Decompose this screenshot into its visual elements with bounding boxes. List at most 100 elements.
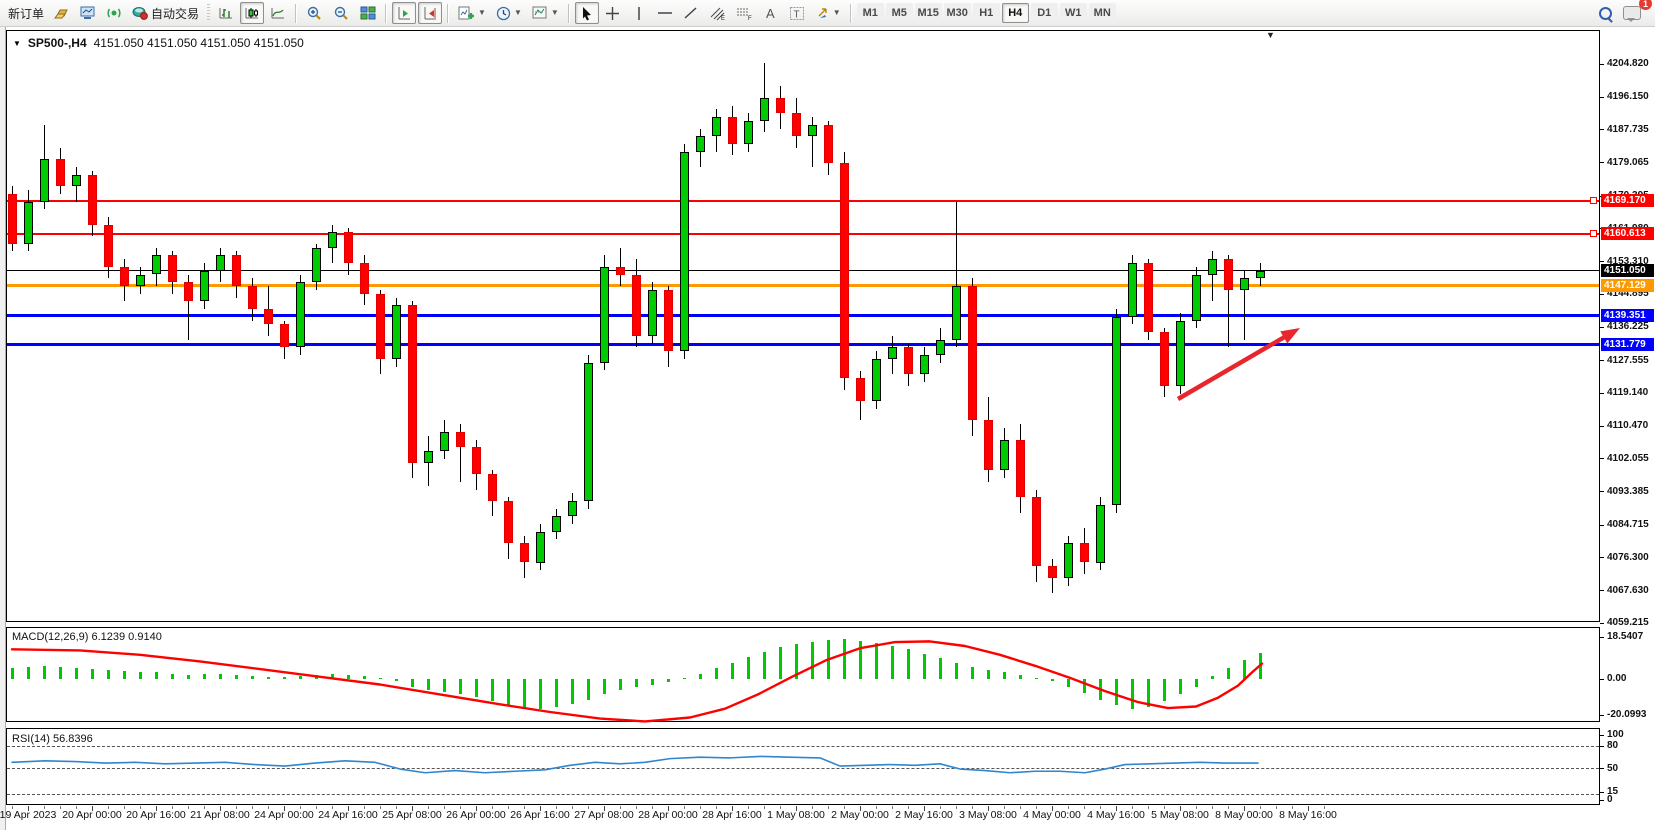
line-chart-button[interactable] [266, 2, 290, 24]
time-tick-minor [268, 806, 269, 809]
candle-body-down [791, 113, 801, 137]
horizontal-line-button[interactable] [653, 2, 677, 24]
macd-histogram-bar [362, 675, 366, 679]
price-level-line[interactable] [7, 313, 1599, 317]
price-level-line[interactable] [7, 232, 1599, 235]
trendline-button[interactable] [679, 2, 703, 24]
time-axis-label: 5 May 08:00 [1151, 809, 1209, 821]
time-tick-minor [1180, 806, 1181, 809]
macd-histogram-bar [26, 666, 30, 679]
dropdown-caret-icon: ▼ [550, 8, 559, 17]
fibonacci-button[interactable]: F [732, 2, 757, 24]
time-tick-minor [1212, 806, 1213, 809]
price-tick-label: 4136.225 [1607, 321, 1649, 333]
time-tick-minor [1100, 806, 1101, 809]
rsi-level-line [7, 746, 1599, 747]
auto-scroll-button[interactable] [392, 2, 417, 24]
time-tick-minor [748, 806, 749, 809]
window-left-edge [0, 27, 6, 830]
time-tick-minor [828, 806, 829, 809]
crosshair-button[interactable] [601, 2, 625, 24]
line-endpoint-handle[interactable] [1590, 230, 1597, 238]
timeframe-m1-button[interactable]: M1 [856, 3, 884, 23]
bars-chart-icon [218, 6, 234, 20]
candle-body-down [983, 420, 993, 471]
candles-chart-button[interactable] [240, 2, 265, 24]
horizontal-line-icon [657, 6, 673, 20]
candle-body-down [839, 163, 849, 379]
macd-histogram-bar [970, 666, 974, 679]
text-button[interactable]: A [759, 2, 783, 24]
rsi-tick-label: 80 [1607, 740, 1619, 751]
templates-button[interactable]: ▼ [528, 2, 563, 24]
candle-body-down [231, 255, 241, 287]
timeframe-w1-button[interactable]: W1 [1059, 3, 1087, 23]
candle-wick [1227, 255, 1229, 348]
time-tick-minor [220, 806, 221, 809]
candle-body-up [695, 136, 705, 152]
price-level-line[interactable] [7, 199, 1599, 202]
signals-button[interactable] [102, 2, 126, 24]
cursor-button[interactable] [574, 2, 599, 24]
gold-chart-button[interactable] [50, 2, 74, 24]
candle-body-up [599, 266, 609, 363]
time-tick-minor [316, 806, 317, 809]
macd-histogram-bar [842, 638, 846, 679]
periods-button[interactable]: ▼ [492, 2, 526, 24]
macd-histogram-bar [442, 679, 446, 693]
zoom-in-button[interactable] [302, 2, 327, 24]
price-tick-mark [1600, 293, 1604, 295]
price-level-line[interactable] [7, 342, 1599, 346]
time-tick-minor [92, 806, 93, 809]
time-tick-minor [1260, 806, 1261, 809]
price-level-line[interactable] [7, 284, 1599, 288]
macd-tick-mark [1600, 636, 1604, 638]
time-axis-label: 20 Apr 00:00 [62, 809, 122, 821]
macd-histogram-bar [618, 679, 622, 690]
search-button[interactable] [1593, 2, 1617, 24]
candle-body-down [727, 117, 737, 144]
candle-body-up [71, 174, 81, 187]
equidistant-channel-button[interactable]: E [705, 2, 730, 24]
text-label-button[interactable]: T [785, 2, 809, 24]
notifications-button[interactable]: 1 [1619, 0, 1652, 24]
zoom-out-button[interactable] [329, 2, 354, 24]
timeframe-h4-button[interactable]: H4 [1001, 3, 1029, 23]
candle-body-up [647, 289, 657, 336]
candle-body-up [1239, 278, 1249, 290]
timeframe-h1-button[interactable]: H1 [972, 3, 1000, 23]
timeframe-mn-button[interactable]: MN [1088, 3, 1116, 23]
line-endpoint-handle[interactable] [1590, 197, 1597, 205]
bars-chart-button[interactable] [214, 2, 238, 24]
timeframe-d1-button[interactable]: D1 [1030, 3, 1058, 23]
time-tick-minor [204, 806, 205, 809]
chart-shift-marker[interactable]: ▼ [1266, 30, 1275, 40]
new-order-button[interactable]: 新订单 [4, 2, 48, 24]
macd-histogram-bar [266, 676, 270, 679]
price-level-line[interactable] [7, 269, 1599, 271]
timeframe-m30-button[interactable]: M30 [943, 3, 971, 23]
auto-trading-button[interactable]: 自动交易 [128, 2, 203, 24]
arrows-button[interactable]: ▼ [811, 2, 845, 24]
candle-body-up [391, 305, 401, 359]
timeframe-m5-button[interactable]: M5 [885, 3, 913, 23]
chart-shift-button[interactable] [418, 2, 443, 24]
price-tick-mark [1600, 261, 1604, 263]
time-tick-minor [1244, 806, 1245, 809]
text-label-icon: T [789, 6, 805, 21]
time-axis-label: 26 Apr 16:00 [510, 809, 570, 821]
time-axis-label: 24 Apr 16:00 [318, 809, 378, 821]
price-level-badge: 4169.170 [1601, 194, 1654, 208]
candle-body-up [887, 347, 897, 359]
time-tick-minor [124, 806, 125, 809]
gold-ingot-icon [54, 6, 70, 20]
tile-windows-button[interactable] [356, 2, 380, 24]
candle-body-up [759, 97, 769, 121]
time-axis-label: 25 Apr 08:00 [382, 809, 442, 821]
indicators-button[interactable]: ▼ [454, 2, 490, 24]
vertical-line-button[interactable] [627, 2, 651, 24]
main-chart-panel[interactable] [6, 30, 1600, 622]
timeframe-m15-button[interactable]: M15 [914, 3, 942, 23]
macd-panel[interactable] [6, 627, 1600, 722]
terminal-button[interactable] [76, 2, 100, 24]
